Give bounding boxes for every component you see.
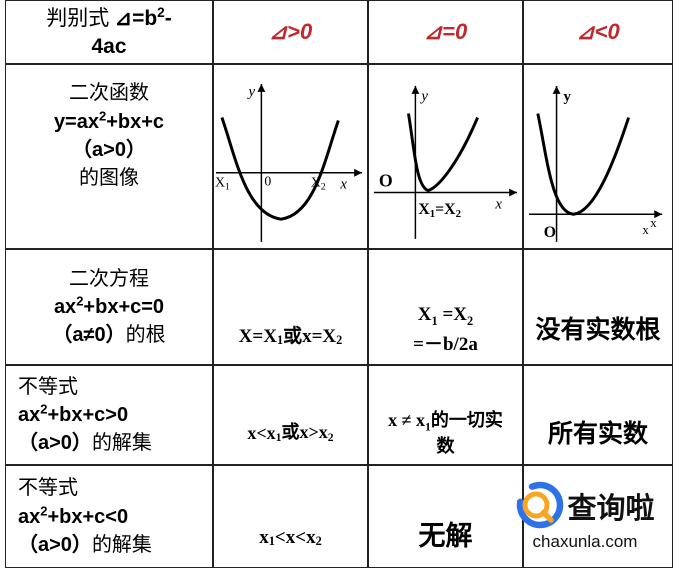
svg-text:x: x bbox=[650, 216, 657, 230]
svg-text:y: y bbox=[563, 89, 571, 105]
svg-text:O: O bbox=[544, 224, 556, 241]
svg-text:y: y bbox=[419, 89, 428, 105]
svg-text:X1: X1 bbox=[215, 175, 230, 193]
svg-text:0: 0 bbox=[264, 174, 271, 189]
svg-text:x: x bbox=[339, 177, 347, 193]
svg-text:X1=X2: X1=X2 bbox=[418, 201, 461, 220]
svg-text:y: y bbox=[247, 84, 256, 100]
svg-text:x: x bbox=[494, 196, 502, 212]
svg-text:O: O bbox=[379, 171, 393, 191]
svg-text:x: x bbox=[642, 223, 649, 237]
